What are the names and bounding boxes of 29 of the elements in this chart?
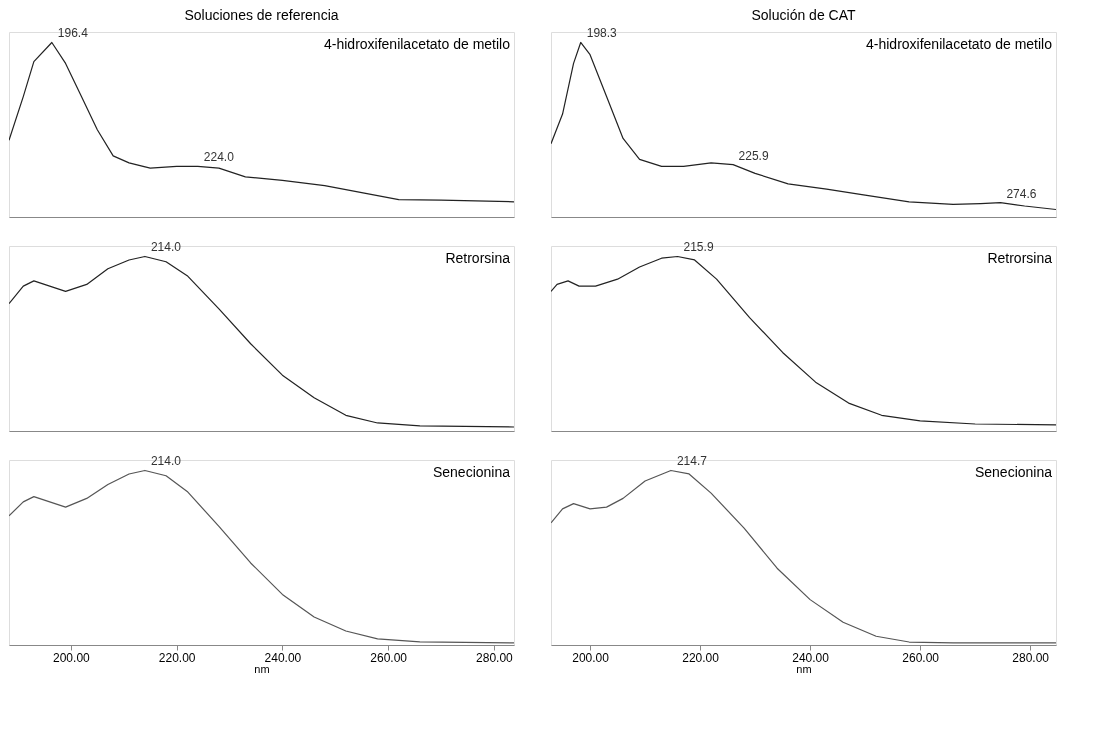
x-axis-title: nm: [254, 662, 270, 675]
annotation: Senecionina: [432, 464, 511, 480]
annotation: 224.0: [203, 150, 235, 165]
annotation: Senecionina: [974, 464, 1053, 480]
x-tick-label: 260.00: [370, 650, 408, 665]
annotation: Retrorsina: [987, 250, 1053, 266]
annotation: 4-hidroxifenilacetato de metilo: [324, 36, 511, 52]
x-tick-label: 220.00: [682, 650, 720, 665]
annotation: 4-hidroxifenilacetato de metilo: [866, 36, 1053, 52]
annotation: 214.0: [150, 240, 182, 255]
x-tick-label: 200.00: [572, 650, 610, 665]
annotation: 198.3: [586, 26, 618, 41]
annotation: 225.9: [738, 148, 769, 163]
chart-title: Soluciones de referencia: [184, 7, 339, 24]
annotation: 214.7: [676, 454, 708, 469]
annotation: Retrorsina: [445, 250, 511, 266]
annotation: 274.6: [1006, 186, 1037, 201]
x-tick-label: 280.00: [1012, 650, 1050, 665]
x-tick-label: 280.00: [476, 650, 514, 665]
annotation: 196.4: [57, 26, 89, 41]
annotation: 215.9: [683, 240, 714, 255]
x-axis-title: nm: [796, 662, 812, 675]
chart-title: Solución de CAT: [751, 7, 856, 24]
x-tick-label: 260.00: [902, 650, 940, 665]
annotation: 214.0: [150, 454, 182, 469]
x-tick-label: 200.00: [53, 650, 91, 665]
x-tick-label: 240.00: [264, 650, 302, 665]
x-tick-label: 240.00: [792, 650, 830, 665]
x-tick-label: 220.00: [158, 650, 196, 665]
